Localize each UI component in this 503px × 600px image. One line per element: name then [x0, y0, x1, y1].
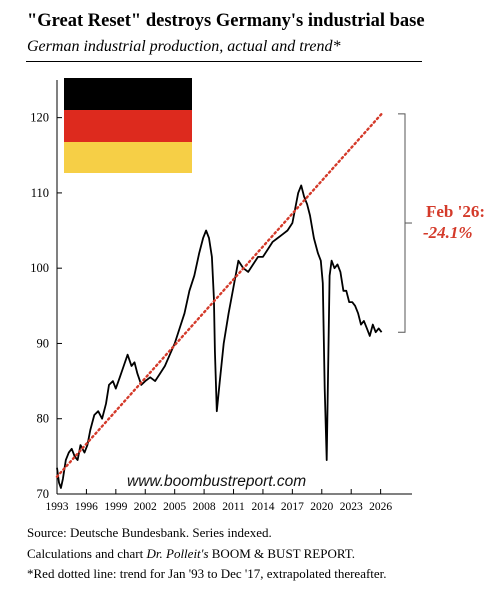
x-tick-label: 2026: [369, 501, 392, 513]
y-tick-label: 110: [31, 186, 49, 200]
title-rule: [26, 61, 422, 62]
annotation-date: Feb '26:: [426, 202, 485, 221]
x-tick-label: 1993: [46, 501, 69, 513]
germany-flag-image: [64, 78, 192, 173]
x-tick-label: 2002: [134, 501, 157, 513]
calculations-prefix: Calculations and chart: [27, 546, 147, 561]
y-tick-label: 100: [30, 261, 49, 275]
flag-stripe-red: [64, 110, 192, 142]
x-tick-label: 1996: [75, 501, 98, 513]
trend-note: *Red dotted line: trend for Jan '93 to D…: [27, 566, 387, 581]
trend-line: [55, 112, 383, 478]
x-tick-label: 2005: [163, 501, 186, 513]
y-tick-label: 80: [37, 412, 50, 426]
calculations-suffix: BOOM & BUST REPORT.: [208, 546, 355, 561]
x-tick-label: 2008: [193, 501, 216, 513]
calculations-note: Calculations and chart Dr. Polleit's BOO…: [27, 546, 355, 562]
y-tick-label: 70: [37, 487, 50, 501]
x-tick-labels: 1993 1996 1999 2002 2005 2008 2011 2014 2017 2020…: [46, 501, 393, 513]
x-tick-label: 1999: [104, 501, 127, 513]
chart-area: 70 80 90 100 110 120 1993 1996 1999 2002 2005 2008…: [30, 78, 485, 513]
x-tick-label: 2011: [222, 501, 245, 513]
flag-stripe-gold: [64, 142, 192, 173]
x-tick-label: 2017: [281, 501, 304, 513]
calculations-author: Dr. Polleit's: [146, 546, 209, 561]
annotation-percent: -24.1%: [423, 223, 473, 242]
y-tick-label: 90: [37, 336, 50, 350]
x-tick-label: 2023: [340, 501, 363, 513]
watermark-url: www.boombustreport.com: [127, 473, 306, 490]
actual-production-line: [56, 184, 383, 489]
source-note: Source: Deutsche Bundesbank. Series inde…: [27, 525, 272, 540]
chart-title: "Great Reset" destroys Germany's industr…: [27, 11, 425, 31]
deviation-bracket: [398, 113, 412, 333]
y-tick-labels: 70 80 90 100 110 120: [30, 111, 49, 501]
chart-series: [55, 112, 383, 489]
flag-stripe-black: [64, 78, 192, 110]
x-tick-label: 2014: [251, 501, 274, 513]
x-tick-label: 2020: [310, 501, 333, 513]
bracket-line: [398, 113, 406, 333]
chart-axes: [56, 80, 412, 495]
y-tick-label: 120: [30, 111, 49, 125]
chart-subtitle: German industrial production, actual and…: [27, 38, 341, 55]
